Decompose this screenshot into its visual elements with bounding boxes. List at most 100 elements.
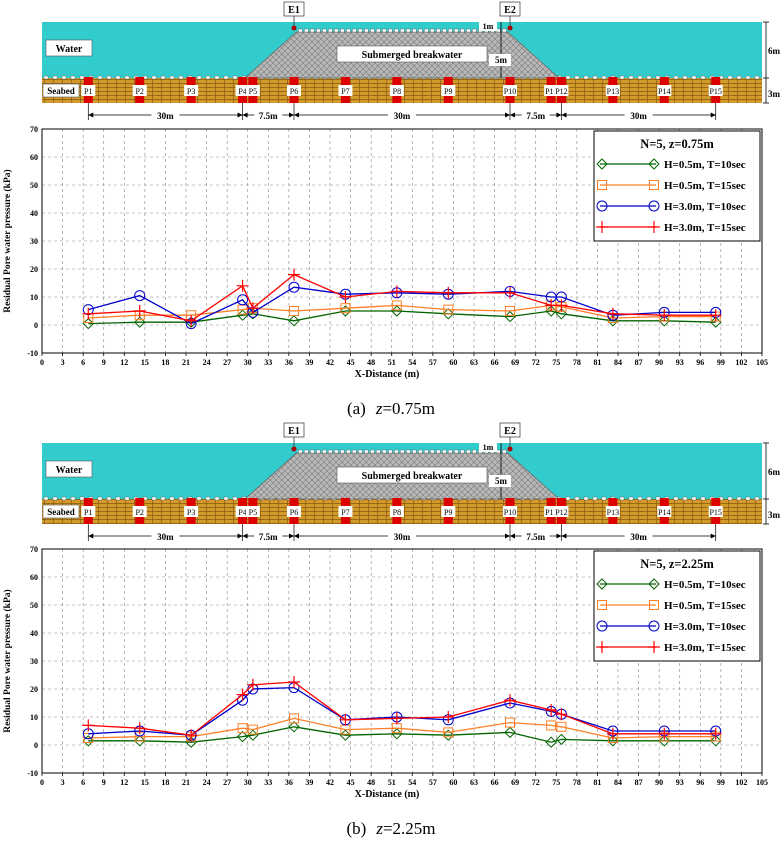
point-label-p8: P8 [393, 87, 401, 96]
y-tick-label: 0 [34, 741, 38, 750]
legend-entry: H=0.5m, T=15sec [664, 600, 746, 612]
caption-value: =0.75m [382, 399, 435, 418]
x-tick-label: 99 [717, 778, 725, 787]
data-point [504, 310, 516, 323]
series-circle [82, 682, 722, 741]
y-tick-label: 10 [30, 293, 38, 302]
legend: N=5, z=2.25m H=0.5m, T=10sec H=0.5m, T=15s… [593, 550, 761, 662]
panel-caption-b: (b) z=2.25m [346, 819, 435, 838]
legend-entry: H=3.0m, T=15sec [664, 642, 746, 654]
span-label: 7.5m [259, 111, 278, 121]
data-point [391, 728, 403, 740]
x-tick-label: 93 [676, 358, 684, 367]
data-point [607, 735, 619, 747]
breakwater-label-box [336, 466, 488, 484]
panel-caption-a: (a) z=0.75m [347, 399, 435, 418]
data-point [246, 302, 259, 315]
point-label-p2: P2 [135, 87, 143, 96]
data-point [596, 200, 608, 212]
data-point [709, 727, 722, 740]
gauge-probe [291, 25, 297, 31]
x-tick-label: 6 [81, 778, 85, 787]
dim-seabed-depth: 3m [768, 89, 781, 99]
x-tick-label: 36 [285, 778, 293, 787]
dim-crest-depth: 1m [483, 22, 494, 31]
data-point [596, 620, 608, 632]
x-tick-label: 105 [756, 358, 768, 367]
y-tick-label: 50 [30, 601, 38, 610]
data-point [606, 727, 619, 740]
data-point [134, 290, 146, 302]
legend: N=5, z=0.75m H=0.5m, T=10sec H=0.5m, T=15s… [593, 130, 761, 242]
x-tick-label: 24 [203, 778, 211, 787]
x-tick-label: 69 [511, 778, 519, 787]
data-point [288, 281, 300, 293]
data-point [185, 729, 198, 742]
x-tick-label: 18 [161, 778, 169, 787]
series-line [88, 717, 716, 739]
x-tick-label: 3 [61, 358, 65, 367]
x-tick-label: 12 [120, 358, 128, 367]
data-point [237, 723, 248, 734]
point-label-p6: P6 [290, 508, 298, 517]
data-point [504, 286, 516, 299]
data-point [134, 735, 146, 747]
x-tick-label: 99 [717, 358, 725, 367]
water-label-box [45, 460, 93, 478]
x-tick-label: 21 [182, 778, 190, 787]
x-tick-label: 93 [676, 778, 684, 787]
x-tick-label: 90 [655, 358, 663, 367]
point-label-p11: P11 [545, 508, 557, 517]
data-point [545, 305, 557, 317]
seabed-label: Seabed [47, 507, 75, 517]
x-tick-label: 12 [120, 778, 128, 787]
x-tick-label: 30 [244, 358, 252, 367]
point-label-p11: P11 [545, 87, 557, 96]
span-label: 30m [630, 111, 647, 121]
x-tick-label: 75 [552, 358, 560, 367]
legend-entry: H=0.5m, T=10sec [664, 579, 746, 591]
data-point [545, 736, 557, 748]
data-point [596, 221, 608, 233]
x-tick-label: 27 [223, 778, 231, 787]
data-point [289, 306, 299, 316]
x-tick-label: 9 [102, 358, 106, 367]
seabed-label: Seabed [47, 86, 75, 96]
y-tick-label: -10 [27, 349, 38, 358]
x-tick-label: 66 [491, 358, 499, 367]
x-tick-label: 72 [532, 358, 540, 367]
chart-panel-b: 0 3 6 9 12 15 18 21 24 27 30 33 36 39 42 45 48 51 54 57 60 63… [2, 545, 768, 800]
x-tick-label: 6 [81, 358, 85, 367]
data-point [442, 308, 454, 320]
data-point [236, 309, 249, 321]
y-tick-label: 70 [30, 125, 38, 134]
x-tick-label: 102 [735, 358, 747, 367]
gauge-probe [291, 446, 297, 452]
data-point [710, 735, 722, 747]
x-tick-label: 84 [614, 358, 622, 367]
data-point [82, 307, 95, 320]
legend-title: N=5, z=0.75m [640, 137, 714, 151]
x-tick-label: 81 [593, 778, 601, 787]
data-point [237, 294, 249, 306]
x-tick-label: 48 [367, 358, 375, 367]
data-point [556, 721, 567, 732]
data-point [443, 304, 454, 315]
x-tick-label: 51 [388, 778, 396, 787]
caption-variable: z [375, 399, 383, 418]
span-label: 30m [157, 532, 174, 542]
y-tick-label: 40 [30, 209, 38, 218]
y-tick-label: 30 [30, 237, 38, 246]
plot-frame [41, 548, 763, 774]
data-point [339, 729, 352, 741]
x-tick-label: 105 [756, 778, 768, 787]
point-label-p1: P1 [84, 87, 92, 96]
x-tick-label: 90 [655, 778, 663, 787]
data-point [185, 314, 198, 327]
x-tick-label: 57 [429, 778, 437, 787]
data-point [658, 727, 671, 740]
y-tick-label: 20 [30, 265, 38, 274]
point-label-p10: P10 [504, 508, 516, 517]
data-point [288, 268, 300, 281]
